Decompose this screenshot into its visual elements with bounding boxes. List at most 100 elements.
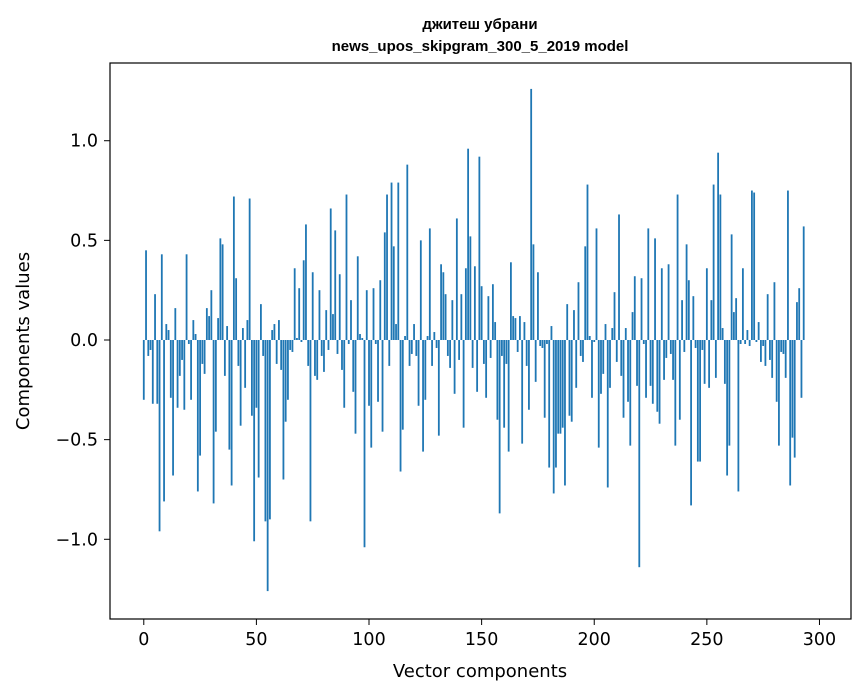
bar <box>145 250 147 341</box>
bar <box>773 282 776 341</box>
bar <box>163 340 165 502</box>
x-tick-label: 300 <box>803 630 836 650</box>
bar <box>775 340 778 402</box>
x-axis-label: Vector components <box>393 661 567 682</box>
bar <box>316 340 319 380</box>
bar <box>690 340 692 506</box>
bar <box>649 340 652 386</box>
bar <box>534 340 537 382</box>
bar <box>266 340 269 592</box>
y-tick-label: 0.0 <box>70 331 98 351</box>
plot-area-frame <box>109 62 852 620</box>
bar <box>739 340 742 344</box>
bar <box>462 340 465 428</box>
bar <box>757 322 760 341</box>
bar <box>262 340 265 356</box>
bar <box>595 228 598 341</box>
bar <box>397 182 400 341</box>
bar <box>368 340 370 406</box>
bar <box>714 340 717 378</box>
bar <box>778 340 780 446</box>
bar <box>147 340 150 356</box>
bar <box>550 326 553 341</box>
bar <box>169 340 172 398</box>
bar <box>235 278 238 341</box>
bar <box>399 340 402 472</box>
bar <box>203 340 206 374</box>
bar <box>449 340 451 368</box>
bar <box>154 294 156 341</box>
bar <box>762 340 765 346</box>
bar <box>701 340 704 350</box>
bar <box>341 340 343 370</box>
bar <box>471 340 474 368</box>
bar <box>320 340 323 356</box>
bar <box>717 152 720 341</box>
bar <box>345 194 348 341</box>
bar <box>377 340 379 402</box>
bar <box>406 164 409 341</box>
bar <box>241 328 244 341</box>
bar <box>354 340 357 434</box>
bar <box>287 340 289 400</box>
bar <box>723 340 726 384</box>
bar <box>381 340 384 432</box>
bar <box>647 228 650 341</box>
bar <box>638 340 641 568</box>
bar <box>217 318 220 341</box>
bar <box>149 340 152 350</box>
bar <box>453 340 456 394</box>
bar <box>181 340 183 360</box>
bar <box>237 340 240 366</box>
bar <box>298 288 301 341</box>
bar <box>383 232 386 341</box>
bar <box>539 340 542 346</box>
bar <box>185 254 188 341</box>
bar <box>528 340 530 410</box>
bar <box>158 340 161 532</box>
bar <box>482 340 485 364</box>
bar <box>591 340 593 398</box>
y-tick-label: −1.0 <box>56 530 99 550</box>
bar <box>478 156 481 341</box>
bar <box>627 340 629 402</box>
bar <box>327 340 330 350</box>
bar <box>744 340 747 344</box>
bar <box>577 282 580 341</box>
bar <box>494 322 497 341</box>
bar <box>250 340 253 416</box>
x-axis-ticks: 0 50 100 150 200 250 300 <box>138 619 836 650</box>
bar <box>692 296 695 341</box>
bar <box>519 316 521 341</box>
bar <box>588 336 591 341</box>
bar <box>737 340 740 492</box>
bar <box>543 340 546 418</box>
bar <box>629 340 632 446</box>
bar <box>764 340 767 366</box>
bar <box>507 340 510 452</box>
bar <box>332 314 334 341</box>
bar <box>413 324 415 341</box>
bar <box>613 292 616 341</box>
bar <box>503 340 506 428</box>
bar <box>165 324 168 341</box>
bar <box>525 340 528 366</box>
bar <box>735 298 738 341</box>
bar <box>746 330 749 341</box>
bar <box>651 340 654 404</box>
bar <box>584 246 587 341</box>
bar <box>428 228 431 341</box>
bar <box>151 340 154 404</box>
bar <box>187 340 190 344</box>
bar <box>282 340 285 480</box>
x-tick-label: 0 <box>138 630 149 650</box>
bar <box>728 340 731 446</box>
bar <box>226 326 229 341</box>
bar <box>609 340 611 388</box>
bar <box>350 300 352 341</box>
bar <box>521 340 524 444</box>
bar <box>395 324 397 341</box>
bar <box>487 296 490 341</box>
bar <box>221 244 224 341</box>
bar <box>800 340 803 398</box>
